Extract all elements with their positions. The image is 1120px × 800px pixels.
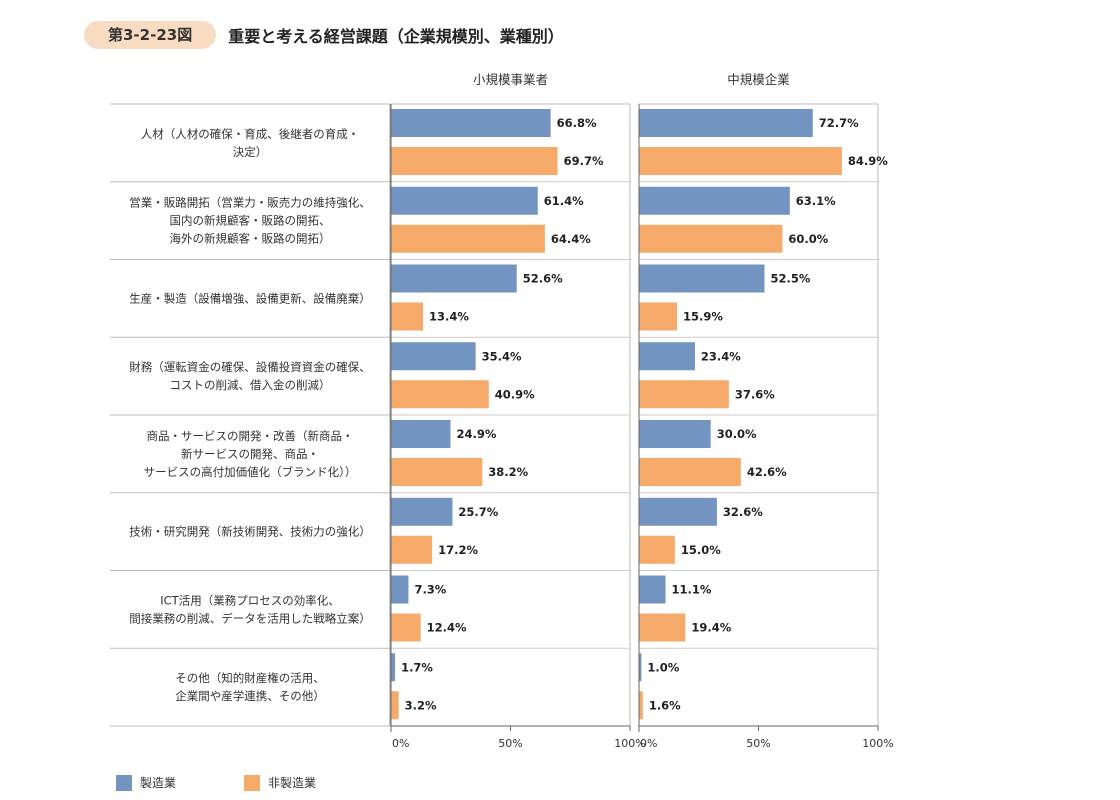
- category-label: 商品・サービスの開発・改善（新商品・: [147, 429, 354, 443]
- x-tick-label: 0%: [392, 737, 409, 750]
- legend-item-non-manufacturing: 非製造業: [244, 774, 316, 791]
- data-label: 12.4%: [427, 621, 467, 635]
- data-label: 69.7%: [564, 154, 604, 168]
- category-label: 人材（人材の確保・育成、後継者の育成・: [141, 127, 360, 141]
- data-label: 1.7%: [401, 660, 433, 674]
- data-label: 11.1%: [672, 583, 712, 597]
- bar: [639, 380, 729, 409]
- category-label: 財務（運転資金の確保、設備投資資金の確保、: [129, 360, 371, 374]
- x-tick-label: 50%: [498, 737, 522, 750]
- data-label: 52.5%: [770, 272, 810, 286]
- legend-swatch-manufacturing: [116, 774, 132, 791]
- figure-number-badge: 第3-2-23図: [84, 21, 217, 49]
- category-label: 決定）: [233, 145, 268, 159]
- bar: [639, 575, 666, 604]
- data-label: 24.9%: [457, 427, 497, 441]
- bar: [391, 691, 399, 720]
- category-label: 技術・研究開発（新技術開発、技術力の強化）: [129, 525, 371, 539]
- figure-header: 第3-2-23図 重要と考える経営課題（企業規模別、業種別）: [84, 21, 564, 49]
- bar: [639, 264, 765, 293]
- data-label: 52.6%: [523, 272, 563, 286]
- category-label: 海外の新規顧客・販路の開拓）: [170, 232, 331, 246]
- bar: [391, 109, 551, 137]
- data-label: 13.4%: [429, 310, 469, 324]
- data-label: 35.4%: [482, 349, 522, 363]
- data-label: 63.1%: [796, 194, 836, 208]
- category-label: 営業・販路開拓（営業力・販売力の維持強化、: [129, 196, 371, 210]
- bar: [639, 653, 642, 682]
- data-label: 1.0%: [647, 660, 679, 674]
- category-label: 間接業務の削減、データを活用した戦略立案）: [129, 611, 371, 625]
- bar: [391, 575, 409, 604]
- data-label: 42.6%: [747, 465, 787, 479]
- data-label: 60.0%: [788, 232, 828, 246]
- x-tick-label: 100%: [614, 737, 645, 750]
- bar: [391, 535, 433, 564]
- data-label: 23.4%: [701, 349, 741, 363]
- data-label: 3.2%: [405, 698, 437, 712]
- category-label: 新サービスの開発、商品・: [181, 447, 319, 461]
- category-label: コストの削減、借入金の削減）: [170, 378, 331, 392]
- legend-swatch-non-manufacturing: [244, 774, 260, 791]
- data-label: 19.4%: [691, 621, 731, 635]
- bar: [639, 224, 783, 253]
- legend-label-non-manufacturing: 非製造業: [268, 776, 317, 790]
- data-label: 17.2%: [438, 543, 478, 557]
- data-label: 66.8%: [557, 116, 597, 130]
- bar: [391, 420, 451, 448]
- data-label: 25.7%: [458, 505, 498, 519]
- data-label: 61.4%: [544, 194, 584, 208]
- x-tick-label: 100%: [862, 737, 893, 750]
- bar: [639, 691, 643, 720]
- bar: [391, 458, 483, 486]
- bar: [391, 497, 453, 526]
- bar: [639, 613, 686, 642]
- bar: [639, 147, 842, 175]
- data-label: 40.9%: [495, 387, 535, 401]
- bar: [391, 380, 489, 409]
- data-label: 64.4%: [551, 232, 591, 246]
- bar: [391, 224, 545, 253]
- data-label: 1.6%: [649, 698, 681, 712]
- data-label: 72.7%: [819, 116, 859, 130]
- bar: [639, 342, 695, 371]
- category-label: サービスの高付加価値化（ブランド化））: [144, 465, 357, 479]
- data-label: 7.3%: [414, 583, 446, 597]
- category-label: 国内の新規顧客・販路の開拓、: [170, 214, 331, 228]
- data-label: 15.9%: [683, 310, 723, 324]
- category-label: 企業間や産学連携、その他）: [175, 689, 325, 703]
- bar: [391, 147, 558, 175]
- bar: [391, 613, 421, 642]
- bar: [391, 342, 476, 371]
- bar: [639, 109, 813, 137]
- data-label: 84.9%: [848, 154, 888, 168]
- bar: [639, 302, 678, 331]
- bar: [639, 497, 717, 526]
- category-label: ICT活用（業務プロセスの効率化、: [160, 593, 339, 607]
- bar: [391, 186, 538, 215]
- bar: [639, 458, 741, 486]
- x-tick-label: 0%: [640, 737, 657, 750]
- x-tick-label: 50%: [746, 737, 770, 750]
- bar: [639, 535, 675, 564]
- bar: [391, 264, 517, 293]
- panel-title: 中規模企業: [727, 72, 790, 87]
- category-label: その他（知的財産権の活用、: [175, 671, 325, 685]
- bar: [639, 420, 711, 448]
- data-label: 32.6%: [723, 505, 763, 519]
- data-label: 15.0%: [681, 543, 721, 557]
- bar: [391, 302, 424, 331]
- figure-title: 重要と考える経営課題（企業規模別、業種別）: [228, 27, 564, 46]
- panel-title: 小規模事業者: [473, 72, 548, 87]
- data-label: 37.6%: [735, 387, 775, 401]
- legend-label-manufacturing: 製造業: [140, 776, 177, 790]
- bar: [639, 186, 790, 215]
- data-label: 38.2%: [488, 465, 528, 479]
- bar: [391, 653, 396, 682]
- category-label: 生産・製造（設備増強、設備更新、設備廃棄）: [129, 291, 371, 305]
- legend-item-manufacturing: 製造業: [116, 774, 176, 791]
- data-label: 30.0%: [717, 427, 757, 441]
